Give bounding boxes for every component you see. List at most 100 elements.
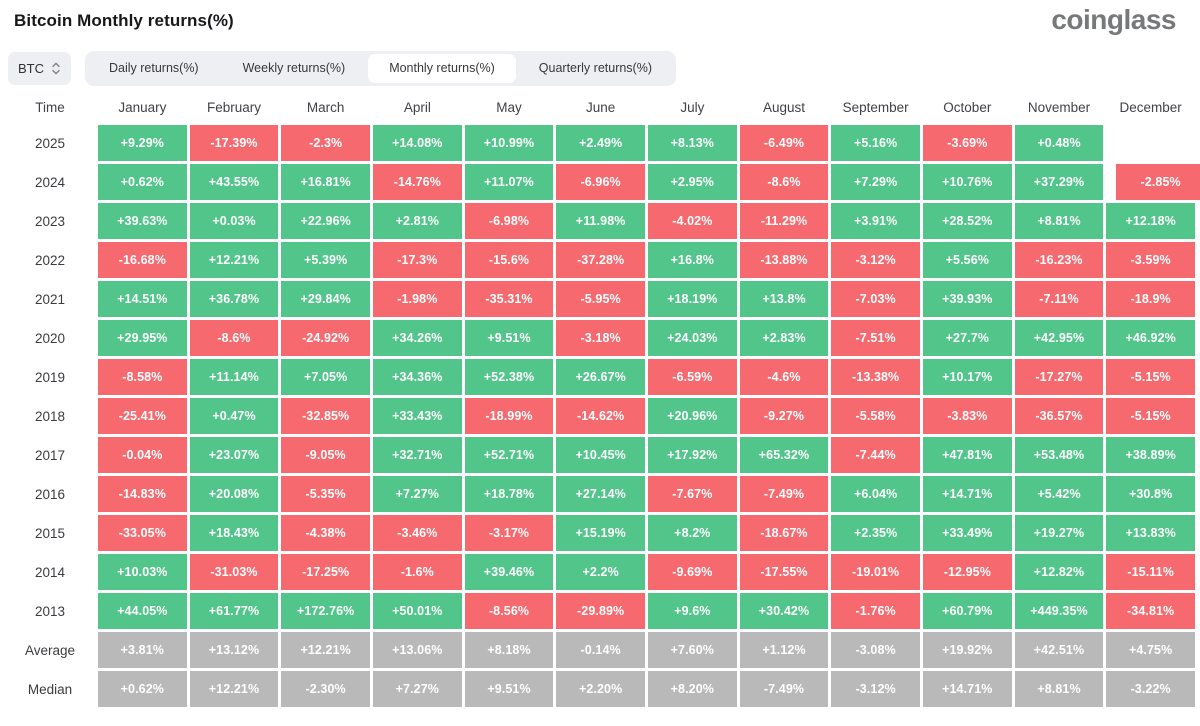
return-cell: +43.55%	[189, 164, 279, 200]
table-row: 2017 -0.04% +23.07% -9.05% +32.71% +52.71% +10…	[5, 437, 1195, 473]
tab-daily-returns[interactable]: Daily returns(%)	[109, 61, 199, 75]
row-label: 2020	[34, 330, 66, 346]
return-cell: +52.71%	[464, 437, 554, 473]
return-cell: +47.81%	[922, 437, 1012, 473]
return-cell: +65.32%	[739, 437, 829, 473]
return-cell: -31.03%	[189, 554, 279, 590]
return-cell: -17.55%	[739, 554, 829, 590]
return-cell: -5.15%	[1106, 359, 1195, 395]
column-header-time: Time	[35, 100, 65, 115]
row-label: 2021	[34, 291, 66, 307]
row-label: Median	[27, 681, 73, 697]
table-row: 2014 +10.03% -31.03% -17.25% -1.6% +39.46% +2.…	[5, 554, 1195, 590]
return-cell: +11.14%	[189, 359, 279, 395]
row-label: 2018	[34, 408, 66, 424]
table-row: Average +3.81% +13.12% +12.21% +13.06% +8.18%…	[5, 632, 1195, 668]
return-cell: +12.21%	[281, 632, 370, 668]
return-cell: -35.31%	[464, 281, 554, 317]
return-cell: -15.11%	[1106, 554, 1195, 590]
return-cell: +1.12%	[739, 632, 829, 668]
return-cell: -25.41%	[98, 398, 187, 434]
return-cell: -24.92%	[281, 320, 370, 356]
return-cell: +9.6%	[647, 593, 737, 629]
return-cell: +12.82%	[1014, 554, 1104, 590]
return-cell: +12.21%	[189, 671, 279, 707]
return-cell: -8.58%	[98, 359, 187, 395]
return-cell: +18.19%	[647, 281, 737, 317]
return-cell: +9.51%	[464, 320, 554, 356]
return-cell: +8.81%	[1014, 671, 1104, 707]
table-row: 2021 +14.51% +36.78% +29.84% -1.98% -35.31% -5…	[5, 281, 1195, 317]
return-cell: +2.35%	[831, 515, 920, 551]
return-cell: -7.51%	[831, 320, 920, 356]
coinglass-logo[interactable]: coinglass	[1051, 4, 1176, 35]
return-cell: +7.60%	[647, 632, 737, 668]
period-tabs: Daily returns(%) Weekly returns(%) Month…	[85, 51, 677, 86]
return-cell: -5.95%	[556, 281, 645, 317]
return-cell: +3.81%	[98, 632, 187, 668]
return-cell: -6.49%	[739, 125, 829, 161]
return-cell: +30.8%	[1106, 476, 1195, 512]
return-cell: +11.07%	[464, 164, 554, 200]
return-cell: -17.25%	[281, 554, 370, 590]
column-header-october: October	[943, 100, 992, 115]
return-cell: +34.26%	[372, 320, 462, 356]
return-cell: +0.47%	[189, 398, 279, 434]
tab-weekly-returns[interactable]: Weekly returns(%)	[242, 61, 346, 75]
column-header-december: December	[1119, 100, 1182, 115]
table-row: 2018 -25.41% +0.47% -32.85% +33.43% -18.99% -1…	[5, 398, 1195, 434]
return-cell: -14.83%	[98, 476, 187, 512]
return-cell: -3.83%	[922, 398, 1012, 434]
return-cell: +2.20%	[556, 671, 645, 707]
table-row: 2020 +29.95% -8.6% -24.92% +34.26% +9.51% -3.1…	[5, 320, 1195, 356]
return-cell: +10.76%	[922, 164, 1012, 200]
return-cell: -3.18%	[556, 320, 645, 356]
return-cell: +0.62%	[98, 164, 187, 200]
row-label: 2013	[34, 603, 66, 619]
toolbar: BTC Daily returns(%) Weekly returns(%) M…	[8, 51, 677, 86]
table-row: 2024 +0.62% +43.55% +16.81% -14.76% +11.07% -6…	[5, 164, 1200, 200]
return-cell: -18.9%	[1106, 281, 1195, 317]
return-cell: +46.92%	[1106, 320, 1195, 356]
return-cell: -1.98%	[372, 281, 462, 317]
return-cell: +19.27%	[1014, 515, 1104, 551]
return-cell: -37.28%	[556, 242, 645, 278]
return-cell: -3.46%	[372, 515, 462, 551]
return-cell: -3.12%	[831, 671, 920, 707]
return-cell: -2.85%	[1116, 164, 1200, 200]
return-cell: +12.18%	[1106, 203, 1195, 239]
return-cell: +7.05%	[281, 359, 370, 395]
return-cell: +14.51%	[98, 281, 187, 317]
return-cell: -17.27%	[1014, 359, 1104, 395]
tab-quarterly-returns[interactable]: Quarterly returns(%)	[538, 61, 653, 75]
return-cell: +7.27%	[372, 671, 462, 707]
return-cell: +5.39%	[281, 242, 370, 278]
column-header-january: January	[118, 100, 167, 115]
return-cell: +16.81%	[281, 164, 370, 200]
return-cell: -7.11%	[1014, 281, 1104, 317]
return-cell: +32.71%	[372, 437, 462, 473]
return-cell: +20.96%	[647, 398, 737, 434]
return-cell: +8.81%	[1014, 203, 1104, 239]
return-cell: +172.76%	[281, 593, 370, 629]
return-cell: +37.29%	[1014, 164, 1104, 200]
return-cell: +34.36%	[372, 359, 462, 395]
return-cell: -9.27%	[739, 398, 829, 434]
table-row: 2015 -33.05% +18.43% -4.38% -3.46% -3.17% +15.…	[5, 515, 1195, 551]
return-cell: +38.89%	[1106, 437, 1195, 473]
return-cell: +2.83%	[739, 320, 829, 356]
symbol-selector[interactable]: BTC	[8, 52, 71, 85]
row-label: 2022	[34, 252, 66, 268]
return-cell: -3.59%	[1106, 242, 1195, 278]
return-cell: +52.38%	[464, 359, 554, 395]
tab-monthly-returns[interactable]: Monthly returns(%)	[368, 54, 516, 83]
return-cell: +5.42%	[1014, 476, 1104, 512]
return-cell: +39.63%	[98, 203, 187, 239]
table-row: 2022 -16.68% +12.21% +5.39% -17.3% -15.6% -37.…	[5, 242, 1195, 278]
return-cell: +5.56%	[922, 242, 1012, 278]
empty-cell	[1106, 125, 1195, 161]
table-row: 2019 -8.58% +11.14% +7.05% +34.36% +52.38% +26…	[5, 359, 1195, 395]
row-label: Average	[24, 642, 76, 658]
return-cell: +0.62%	[98, 671, 187, 707]
column-header-november: November	[1027, 100, 1091, 115]
